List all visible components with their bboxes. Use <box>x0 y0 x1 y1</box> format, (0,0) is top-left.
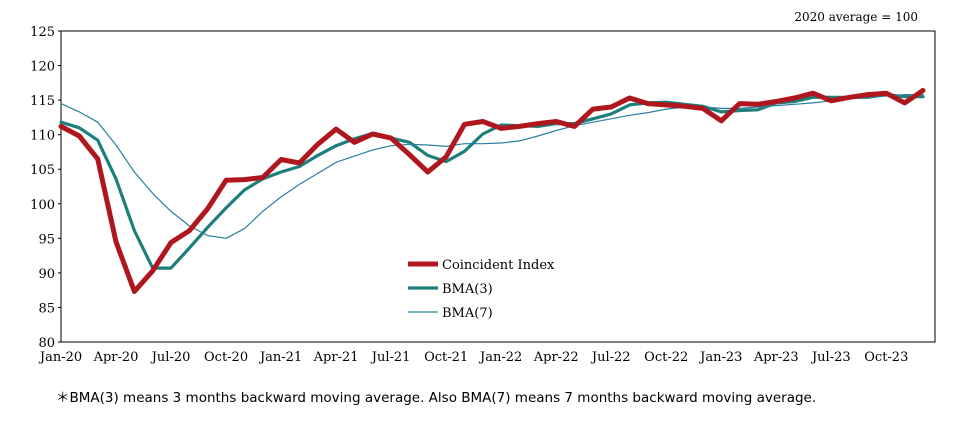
y-tick-label: 90 <box>38 267 55 282</box>
y-tick-label: 100 <box>30 198 55 213</box>
y-tick-label: 80 <box>38 336 55 351</box>
x-tick-label: Apr-21 <box>313 350 359 365</box>
y-tick-label: 105 <box>30 163 55 178</box>
x-tick-label: Jul-21 <box>370 350 411 365</box>
legend-label-2: BMA(3) <box>442 282 493 297</box>
legend-label-1: Coincident Index <box>442 258 555 273</box>
series-group <box>58 87 926 294</box>
y-tick-label: 85 <box>38 301 55 316</box>
series-line-1 <box>58 87 926 294</box>
chart-note: 2020 average = 100 <box>794 10 918 24</box>
y-tick-label: 115 <box>30 94 55 109</box>
x-tick-label: Jan-22 <box>478 350 522 365</box>
x-tick-label: Oct-21 <box>424 350 468 365</box>
x-tick-label: Apr-23 <box>753 350 799 365</box>
y-axis: 125 120 115 110 105 100 95 90 85 80 <box>30 25 61 351</box>
x-tick-label: Jul-23 <box>810 350 851 365</box>
x-tick-label: Oct-23 <box>864 350 908 365</box>
x-tick-label: Apr-22 <box>533 350 579 365</box>
x-tick-label: Jan-23 <box>698 350 742 365</box>
x-tick-label: Apr-20 <box>93 350 139 365</box>
footnote: ＊BMA(3) means 3 months backward moving a… <box>56 390 817 406</box>
x-axis: Jan-20 Apr-20 Jul-20 Oct-20 Jan-21 Apr-21 Jul-… <box>38 350 909 365</box>
y-tick-label: 120 <box>30 60 55 75</box>
y-tick-label: 125 <box>30 25 55 40</box>
y-tick-label: 110 <box>30 129 55 144</box>
legend-label-3: BMA(7) <box>442 306 493 321</box>
x-tick-label: Jan-20 <box>38 350 82 365</box>
y-tick-label: 95 <box>38 232 55 247</box>
x-tick-label: Jul-20 <box>150 350 191 365</box>
plot-area <box>60 30 936 343</box>
x-tick-label: Jan-21 <box>258 350 302 365</box>
x-tick-label: Jul-22 <box>590 350 631 365</box>
legend: Coincident Index BMA(3) BMA(7) <box>408 258 555 321</box>
x-tick-label: Oct-20 <box>204 350 248 365</box>
series-line-3 <box>60 93 924 239</box>
x-tick-label: Oct-22 <box>644 350 688 365</box>
